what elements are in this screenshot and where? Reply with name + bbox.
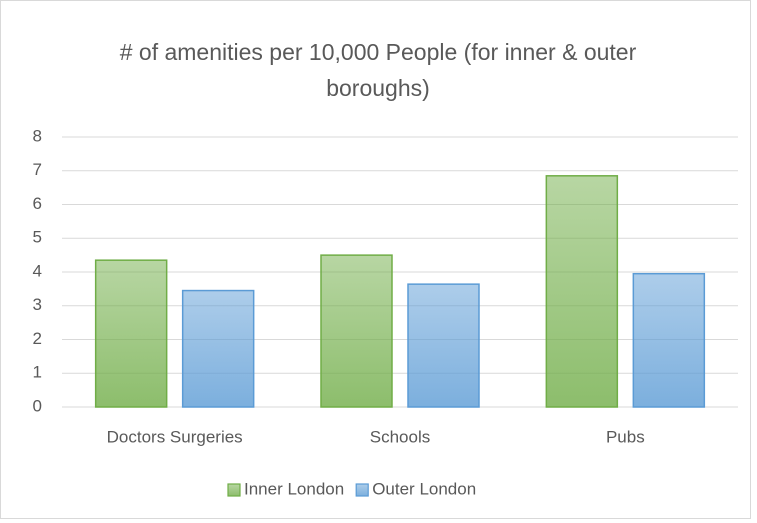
bar [181,289,255,408]
x-tick-label: Doctors Surgeries [107,427,243,446]
legend-label: Outer London [372,479,476,498]
x-tick-label: Schools [370,427,430,446]
y-tick-label: 3 [33,295,42,314]
chart-title: # of amenities per 10,000 People (for in… [119,39,637,101]
bar [407,283,480,408]
legend-swatch [227,483,241,497]
bar [545,175,619,408]
bar [632,272,706,408]
y-tick-label: 4 [33,261,42,280]
y-tick-label: 5 [33,228,42,247]
bar [320,254,393,408]
y-tick-label: 2 [33,329,42,348]
y-tick-label: 6 [33,194,42,213]
legend-swatch [355,483,369,497]
legend-label: Inner London [244,479,344,498]
bar [94,259,168,408]
y-tick-label: 0 [33,396,42,415]
y-tick-label: 7 [33,160,42,179]
y-tick-label: 8 [33,126,42,145]
y-tick-label: 1 [33,363,42,382]
x-tick-label: Pubs [606,427,645,446]
